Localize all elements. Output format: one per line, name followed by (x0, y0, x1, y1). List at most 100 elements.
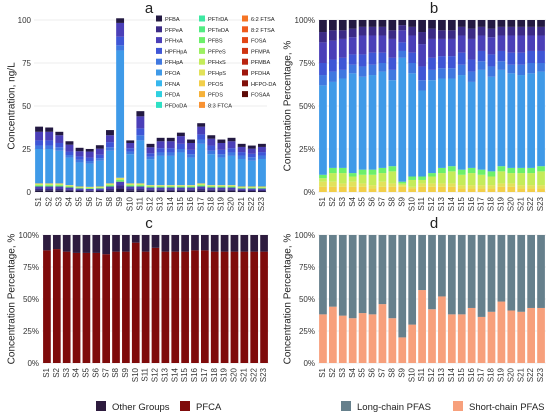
bar-segment (237, 187, 246, 189)
x-tick-label: S14 (166, 196, 175, 211)
bar-segment (368, 188, 377, 192)
x-tick-label: S5 (358, 367, 367, 377)
bar-segment (388, 186, 397, 192)
bar-segment (507, 52, 516, 65)
panel-d: d 0% 25% 50% 75% 100% S1 S2 S3 S4 S5 S6 S7 S8 S9 S10 S11… (283, 215, 546, 382)
bar-segment (227, 141, 236, 149)
y-tick-label: 25% (23, 327, 39, 336)
bar-segment (338, 183, 347, 187)
x-tick-label: S9 (397, 196, 406, 206)
bar-segment (166, 185, 175, 187)
bar-segment (507, 173, 516, 184)
bar-segment (368, 169, 377, 175)
bar-segment (197, 126, 206, 135)
y-axis-label: Concentration Percentage, % (7, 234, 18, 365)
bar-segment (477, 235, 486, 317)
bar-segment (247, 190, 256, 192)
bar-segment (527, 20, 535, 27)
bar-segment (447, 235, 456, 315)
bar-segment (447, 56, 456, 69)
bar-segment (388, 80, 397, 167)
bar-segment (467, 28, 476, 39)
legend-swatch (199, 80, 205, 87)
bar-segment (477, 316, 486, 363)
x-tick-label: S8 (105, 196, 114, 206)
bar-segment (35, 184, 44, 186)
bar-segment (457, 235, 466, 315)
bar-segment (187, 154, 195, 158)
legend-swatch (242, 69, 248, 76)
bar-segment (457, 35, 466, 53)
bar-segment (247, 148, 256, 154)
bar-segment (227, 185, 236, 187)
bar-segment (65, 155, 74, 158)
bar-segment (368, 26, 377, 36)
bar-segment (116, 185, 125, 189)
bar-segment (237, 146, 246, 153)
bar-segment (368, 174, 377, 186)
bar-segment (116, 22, 125, 37)
bar-segment (537, 26, 545, 36)
legend-swatch (199, 91, 205, 98)
bar-segment (227, 148, 236, 153)
bar-segment (398, 185, 407, 187)
bar-segment (319, 186, 327, 192)
bar-segment (408, 35, 417, 53)
bar-segment (95, 188, 104, 190)
bar-segment (55, 142, 64, 148)
bar-segment (477, 35, 486, 51)
bar-segment (358, 169, 367, 175)
bar-segment (237, 189, 246, 191)
bar-segment (408, 179, 417, 187)
legend-label: PFTrDA (208, 17, 228, 23)
y-tick-label: 0 (27, 188, 32, 197)
bar-segment (457, 20, 466, 27)
legend-swatch (199, 47, 205, 54)
bar-segment (85, 157, 94, 162)
bar-segment (126, 142, 135, 149)
bar-segment (247, 189, 256, 191)
x-tick-label: S23 (257, 196, 266, 211)
bar-segment (62, 251, 71, 363)
bar-segment (507, 64, 516, 74)
x-tick-label: S17 (477, 367, 486, 382)
bar-segment (497, 171, 506, 184)
y-axis-label: Concentration, ng/L (7, 62, 18, 150)
bar-segment (527, 50, 535, 63)
bar-segment (156, 185, 165, 187)
y-tick-label: 75% (299, 59, 315, 68)
bar-segment (207, 187, 216, 190)
bar-segment (55, 131, 64, 136)
legend-label: PFHxS (208, 60, 226, 66)
bar-segment (35, 183, 44, 185)
bar-segment (487, 171, 496, 177)
bar-segment (35, 131, 44, 141)
x-tick-label: S10 (131, 367, 140, 382)
bar-segment (527, 35, 535, 51)
bar-segment (348, 181, 357, 187)
bar-segment (35, 140, 44, 146)
y-tick-label: 25% (299, 145, 315, 154)
x-tick-label: S19 (497, 367, 506, 382)
bar-segment (378, 167, 387, 174)
legend-label: Other Groups (112, 402, 170, 413)
bar-segment (227, 189, 236, 191)
x-tick-label: S23 (536, 367, 545, 382)
bar-segment (240, 251, 249, 363)
bar-segment (348, 176, 357, 182)
bar-segment (257, 158, 266, 187)
bar-segment (348, 318, 357, 363)
bar-segment (418, 176, 426, 180)
bar-segment (146, 189, 155, 191)
x-tick-label: S18 (206, 196, 215, 211)
legend-swatch (199, 58, 205, 65)
panel-letter: a (145, 0, 154, 17)
legend-label: PFPeA (165, 28, 183, 34)
bar-segment (537, 35, 545, 51)
legend-label: HFPO-DA (251, 82, 276, 88)
x-tick-label: S3 (338, 196, 347, 206)
bar-segment (457, 75, 466, 170)
bar-segment (126, 190, 135, 192)
y-tick-label: 50% (299, 295, 315, 304)
legend-swatch (453, 401, 463, 411)
